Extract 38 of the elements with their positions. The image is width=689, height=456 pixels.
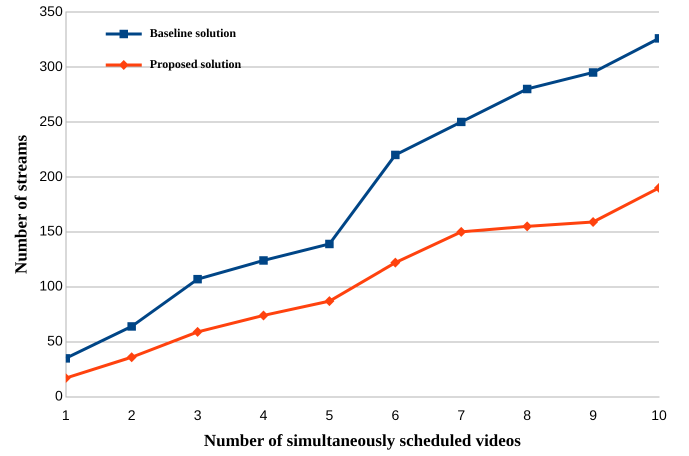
point <box>522 84 532 94</box>
point <box>258 310 269 320</box>
y-tick-label: 350 <box>39 2 63 19</box>
point <box>588 216 598 227</box>
x-tick-label: 10 <box>651 407 667 424</box>
point <box>390 258 400 268</box>
x-tick-label: 5 <box>326 407 334 424</box>
y-tick-label: 250 <box>39 112 63 129</box>
x-tick-label: 7 <box>457 407 466 424</box>
point <box>193 274 202 284</box>
x-tick-label: 9 <box>589 407 598 424</box>
point <box>126 352 137 362</box>
x-tick-label: 2 <box>128 407 136 424</box>
y-tick-label: 200 <box>39 168 63 184</box>
y-axis-title: Number of streams <box>12 134 31 274</box>
x-tick-label: 1 <box>62 407 70 424</box>
y-tick-label: 300 <box>39 58 63 74</box>
point <box>391 150 400 160</box>
legend-label: Baseline solution <box>150 26 236 40</box>
x-tick-label: 8 <box>523 407 532 424</box>
point <box>456 226 466 237</box>
point <box>457 118 466 126</box>
x-tick-label: 6 <box>391 407 400 424</box>
point <box>588 68 598 77</box>
point <box>192 326 203 337</box>
y-tick-label: 0 <box>54 388 63 404</box>
x-tick-label: 4 <box>260 407 268 424</box>
legend-label: Proposed solution <box>150 57 242 72</box>
point <box>325 240 334 248</box>
y-tick-label: 50 <box>47 332 63 349</box>
point <box>259 256 268 265</box>
y-tick-label: 150 <box>39 222 63 239</box>
point <box>522 221 532 232</box>
point <box>324 296 334 306</box>
x-axis-title: Number of simultaneously scheduled videos <box>204 431 522 450</box>
x-tick-label: 3 <box>194 407 202 424</box>
y-tick-label: 100 <box>39 278 63 294</box>
point <box>127 322 136 331</box>
